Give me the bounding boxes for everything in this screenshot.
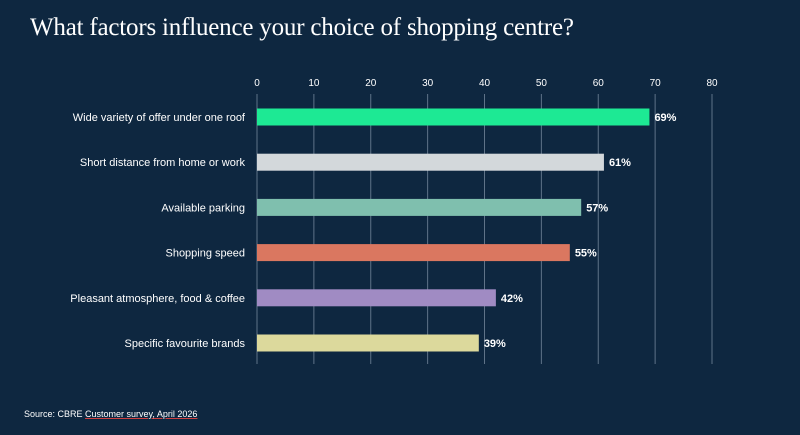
x-tick-label: 30 <box>422 78 434 89</box>
bar <box>257 198 582 216</box>
source-prefix: Source: CBRE <box>24 409 86 419</box>
value-label: 42% <box>501 293 523 305</box>
category-label: Specific favourite brands <box>125 338 246 350</box>
bar <box>257 153 604 171</box>
category-label: Available parking <box>161 202 245 214</box>
value-label: 39% <box>484 338 506 350</box>
value-label: 61% <box>609 157 631 169</box>
bar <box>257 244 570 262</box>
value-label: 69% <box>654 112 676 124</box>
category-label: Pleasant atmosphere, food & coffee <box>70 293 245 305</box>
x-axis-ticks: 0 10 20 30 40 50 60 70 80 <box>254 78 718 89</box>
source-note: Source: CBRE Customer survey, April 2026 <box>24 409 197 419</box>
x-tick-label: 40 <box>479 78 491 89</box>
category-labels: Wide variety of offer under one roof Shor… <box>70 112 246 350</box>
category-label: Short distance from home or work <box>80 157 246 169</box>
x-tick-label: 10 <box>308 78 320 89</box>
bar <box>257 334 479 352</box>
x-tick-label: 80 <box>706 78 718 89</box>
category-label: Shopping speed <box>165 248 245 260</box>
x-tick-label: 0 <box>254 78 260 89</box>
value-label: 55% <box>575 248 597 260</box>
bars <box>257 108 650 352</box>
bar <box>257 289 496 307</box>
gridlines <box>256 94 713 364</box>
value-labels: 69% 61% 57% 55% 42% 39% <box>484 112 677 350</box>
source-link[interactable]: Customer survey, April 2026 <box>85 409 198 419</box>
x-tick-label: 50 <box>536 78 548 89</box>
bar <box>257 108 650 126</box>
x-tick-label: 60 <box>593 78 605 89</box>
value-label: 57% <box>586 202 608 214</box>
chart-title: What factors influence your choice of sh… <box>30 14 574 41</box>
x-tick-label: 20 <box>365 78 377 89</box>
category-label: Wide variety of offer under one roof <box>73 112 246 124</box>
x-tick-label: 70 <box>650 78 662 89</box>
